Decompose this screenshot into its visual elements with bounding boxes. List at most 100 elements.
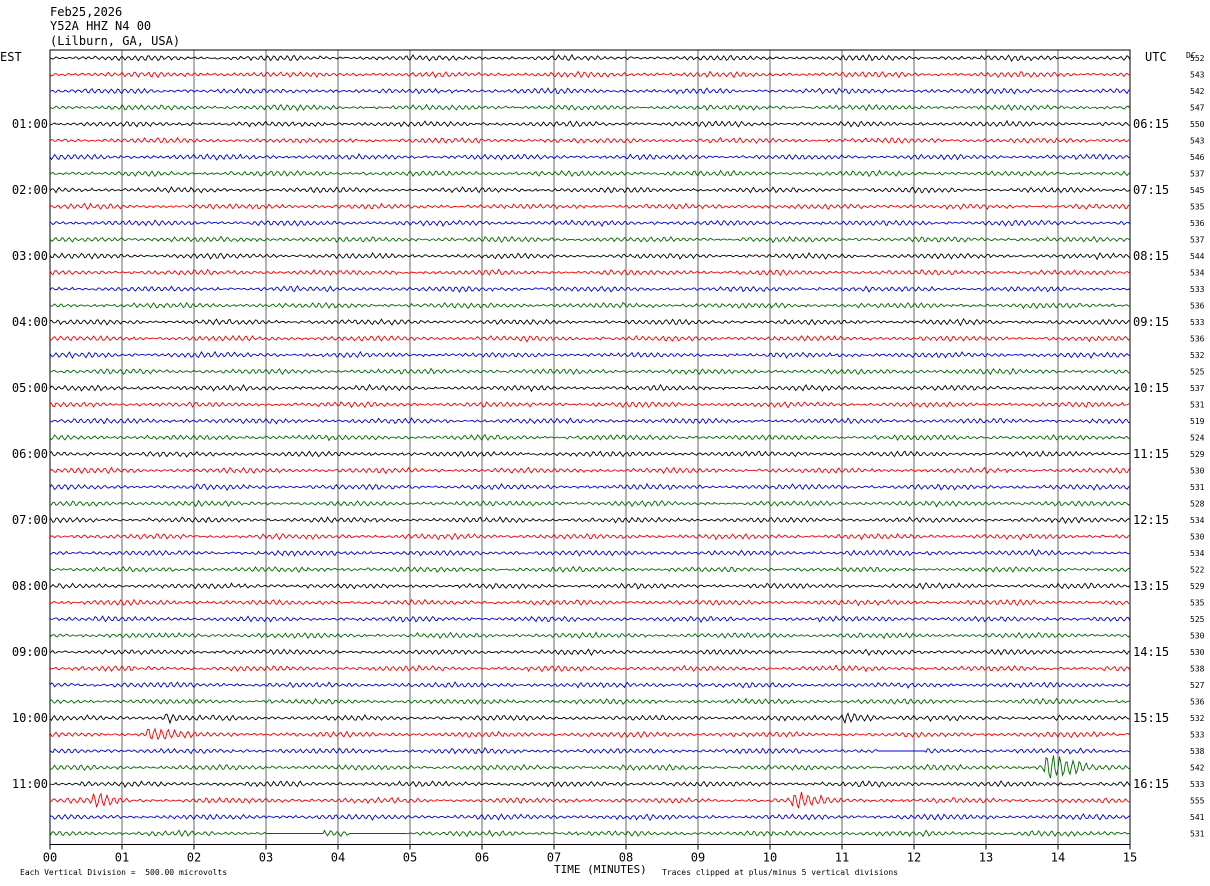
seismic-trace-line — [49, 548, 1131, 557]
seismic-trace-line — [49, 268, 1131, 277]
dc-offset-label: 547 — [1190, 104, 1205, 113]
dc-offset-label: 532 — [1190, 351, 1205, 360]
seismic-trace-line — [49, 466, 1131, 475]
seismic-trace-line — [49, 367, 1131, 376]
scale-note: Each Vertical Division = 500.00 microvol… — [20, 868, 227, 877]
clip-note: Traces clipped at plus/minus 5 vertical … — [662, 868, 898, 877]
dc-offset-label: 550 — [1190, 120, 1205, 129]
dc-offset-label: 534 — [1190, 549, 1205, 558]
seismic-trace-line — [49, 350, 1131, 360]
left-hour-label: 06:00 — [12, 447, 48, 461]
dc-offset-label: 529 — [1190, 450, 1205, 459]
right-hour-label: 08:15 — [1133, 249, 1169, 263]
dc-offset-label: 531 — [1190, 830, 1205, 839]
dc-offset-label: 524 — [1190, 434, 1205, 443]
seismic-trace-line — [49, 482, 1131, 492]
dc-offset-label: 538 — [1190, 747, 1205, 756]
left-hour-label: 08:00 — [12, 579, 48, 593]
dc-offset-label: 543 — [1190, 137, 1205, 146]
dc-offset-label: 534 — [1190, 269, 1205, 278]
x-tick-label: 06 — [475, 851, 489, 865]
left-hour-label: 04:00 — [12, 315, 48, 329]
dc-offset-label: 528 — [1190, 500, 1205, 509]
left-hour-label: 01:00 — [12, 117, 48, 131]
dc-offset-label: 538 — [1190, 665, 1205, 674]
dc-offset-label: 535 — [1190, 599, 1205, 608]
seismic-trace-line — [49, 681, 1131, 689]
seismic-trace-line — [49, 202, 1131, 211]
seismic-trace-line — [49, 285, 1131, 294]
seismic-trace-line — [49, 829, 1131, 838]
seismic-trace-line — [49, 219, 1131, 228]
header-location: (Lilburn, GA, USA) — [50, 34, 180, 48]
seismic-trace-line — [49, 598, 1131, 607]
seismic-trace-line — [49, 87, 1131, 95]
dc-offset-label: 542 — [1190, 87, 1205, 96]
x-tick-label: 02 — [187, 851, 201, 865]
seismic-trace-line — [49, 103, 1131, 112]
x-axis-title: TIME (MINUTES) — [554, 863, 647, 876]
seismic-trace-line — [49, 301, 1131, 310]
seismic-trace-line — [49, 532, 1131, 541]
dc-offset-label: 529 — [1190, 582, 1205, 591]
seismic-trace-line — [49, 697, 1131, 706]
x-tick-label: 00 — [43, 851, 57, 865]
dc-offset-label: 537 — [1190, 236, 1205, 245]
right-hour-label: 12:15 — [1133, 513, 1169, 527]
dc-offset-label: 536 — [1190, 302, 1205, 311]
x-tick-label: 12 — [907, 851, 921, 865]
x-tick-label: 05 — [403, 851, 417, 865]
seismic-trace-line — [49, 252, 1131, 261]
seismic-trace-line — [49, 712, 1131, 725]
seismic-trace-line — [49, 152, 1131, 161]
seismic-trace-line — [49, 383, 1131, 393]
dc-offset-label: 525 — [1190, 615, 1205, 624]
x-tick-label: 11 — [835, 851, 849, 865]
dc-offset-label: 532 — [1190, 714, 1205, 723]
seismic-trace-line — [49, 433, 1131, 442]
right-hour-label: 06:15 — [1133, 117, 1169, 131]
dc-offset-label: 533 — [1190, 318, 1205, 327]
seismic-trace-line — [49, 780, 1131, 788]
dc-offset-label: 536 — [1190, 698, 1205, 707]
dc-offset-label: 552 — [1190, 54, 1205, 63]
header-date: Feb25,2026 — [50, 5, 122, 19]
right-hour-label: 10:15 — [1133, 381, 1169, 395]
seismic-trace-line — [49, 235, 1131, 244]
dc-label: DC — [1186, 51, 1196, 60]
right-timezone-label: UTC — [1145, 50, 1167, 64]
seismic-trace-line — [49, 813, 1131, 822]
left-hour-label: 07:00 — [12, 513, 48, 527]
seismic-trace-line — [49, 450, 1131, 458]
dc-offset-label: 543 — [1190, 71, 1205, 80]
seismic-trace-line — [49, 791, 1131, 809]
left-timezone-label: EST — [0, 50, 22, 64]
left-hour-label: 11:00 — [12, 777, 48, 791]
seismic-trace-line — [49, 664, 1131, 673]
x-tick-label: 01 — [115, 851, 129, 865]
plot-frame — [49, 49, 1131, 845]
left-hour-label: 03:00 — [12, 249, 48, 263]
dc-offset-label: 527 — [1190, 681, 1205, 690]
axis-labels: 00 01 02 03 04 05 06 07 08 09 10 11 12 13 14 15 01:00 02:… — [12, 54, 1205, 865]
x-tick-label: 15 — [1123, 851, 1137, 865]
seismic-trace-line — [49, 136, 1131, 144]
dc-offset-label: 530 — [1190, 533, 1205, 542]
right-hour-label: 07:15 — [1133, 183, 1169, 197]
seismic-trace-line — [49, 186, 1131, 194]
dc-offset-label: 533 — [1190, 285, 1205, 294]
seismic-trace-line — [49, 755, 1131, 779]
seismic-trace-line — [49, 648, 1131, 657]
dc-offset-label: 530 — [1190, 467, 1205, 476]
dc-offset-label: 525 — [1190, 368, 1205, 377]
right-hour-label: 14:15 — [1133, 645, 1169, 659]
right-hour-label: 13:15 — [1133, 579, 1169, 593]
dc-offset-label: 536 — [1190, 335, 1205, 344]
x-tick-label: 09 — [691, 851, 705, 865]
seismic-trace-line — [49, 400, 1131, 409]
x-tick-label: 07 — [547, 851, 561, 865]
right-hour-label: 15:15 — [1133, 711, 1169, 725]
seismic-trace-line — [49, 516, 1131, 525]
seismic-trace-line — [49, 169, 1131, 178]
